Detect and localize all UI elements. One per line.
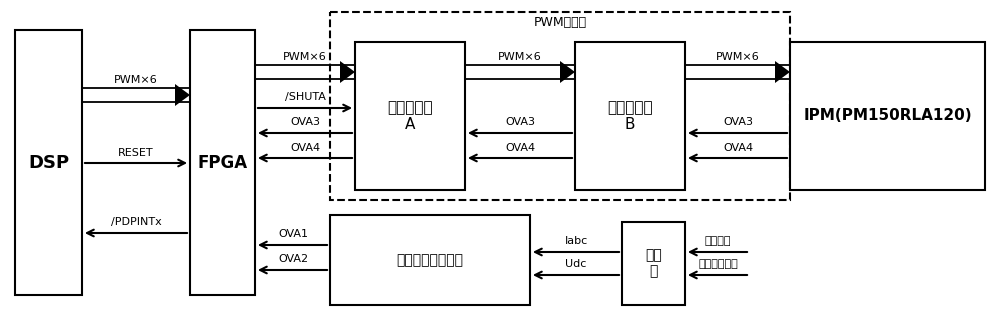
- Text: OVA1: OVA1: [278, 229, 308, 239]
- Text: IPM(PM150RLA120): IPM(PM150RLA120): [803, 108, 972, 124]
- Text: PWM×6: PWM×6: [716, 52, 760, 62]
- Bar: [330, 215, 530, 305]
- Text: 光电转换板
B: 光电转换板 B: [607, 100, 653, 132]
- Text: OVA2: OVA2: [278, 254, 308, 264]
- Text: PWM×6: PWM×6: [498, 52, 542, 62]
- Bar: [575, 42, 685, 190]
- Text: PWM×6: PWM×6: [283, 52, 327, 62]
- Text: 硬件过量保护电路: 硬件过量保护电路: [396, 253, 464, 267]
- Text: OVA3: OVA3: [723, 117, 753, 127]
- Text: 传感
器: 传感 器: [645, 248, 662, 279]
- Polygon shape: [175, 84, 190, 106]
- Text: RESET: RESET: [118, 148, 154, 158]
- Text: FPGA: FPGA: [197, 154, 248, 172]
- Text: OVA4: OVA4: [290, 143, 320, 153]
- Bar: [790, 42, 985, 190]
- Text: OVA3: OVA3: [505, 117, 535, 127]
- Text: Iabc: Iabc: [564, 236, 588, 246]
- Bar: [15, 30, 82, 295]
- Polygon shape: [340, 61, 355, 83]
- Bar: [330, 12, 790, 200]
- Bar: [355, 42, 465, 190]
- Text: /SHUTA: /SHUTA: [285, 92, 325, 102]
- Text: 三相电流: 三相电流: [705, 236, 731, 246]
- Text: PWM驱动板: PWM驱动板: [533, 15, 587, 28]
- Polygon shape: [560, 61, 575, 83]
- Text: 光电转换板
A: 光电转换板 A: [387, 100, 433, 132]
- Text: OVA3: OVA3: [290, 117, 320, 127]
- Text: DSP: DSP: [28, 154, 69, 172]
- Bar: [622, 222, 685, 305]
- Polygon shape: [775, 61, 790, 83]
- Text: OVA4: OVA4: [505, 143, 535, 153]
- Text: PWM×6: PWM×6: [114, 75, 158, 85]
- Text: Udc: Udc: [565, 259, 587, 269]
- Text: OVA4: OVA4: [723, 143, 753, 153]
- Text: 直流母线电压: 直流母线电压: [698, 259, 738, 269]
- Bar: [190, 30, 255, 295]
- Text: /PDPINTx: /PDPINTx: [111, 217, 161, 227]
